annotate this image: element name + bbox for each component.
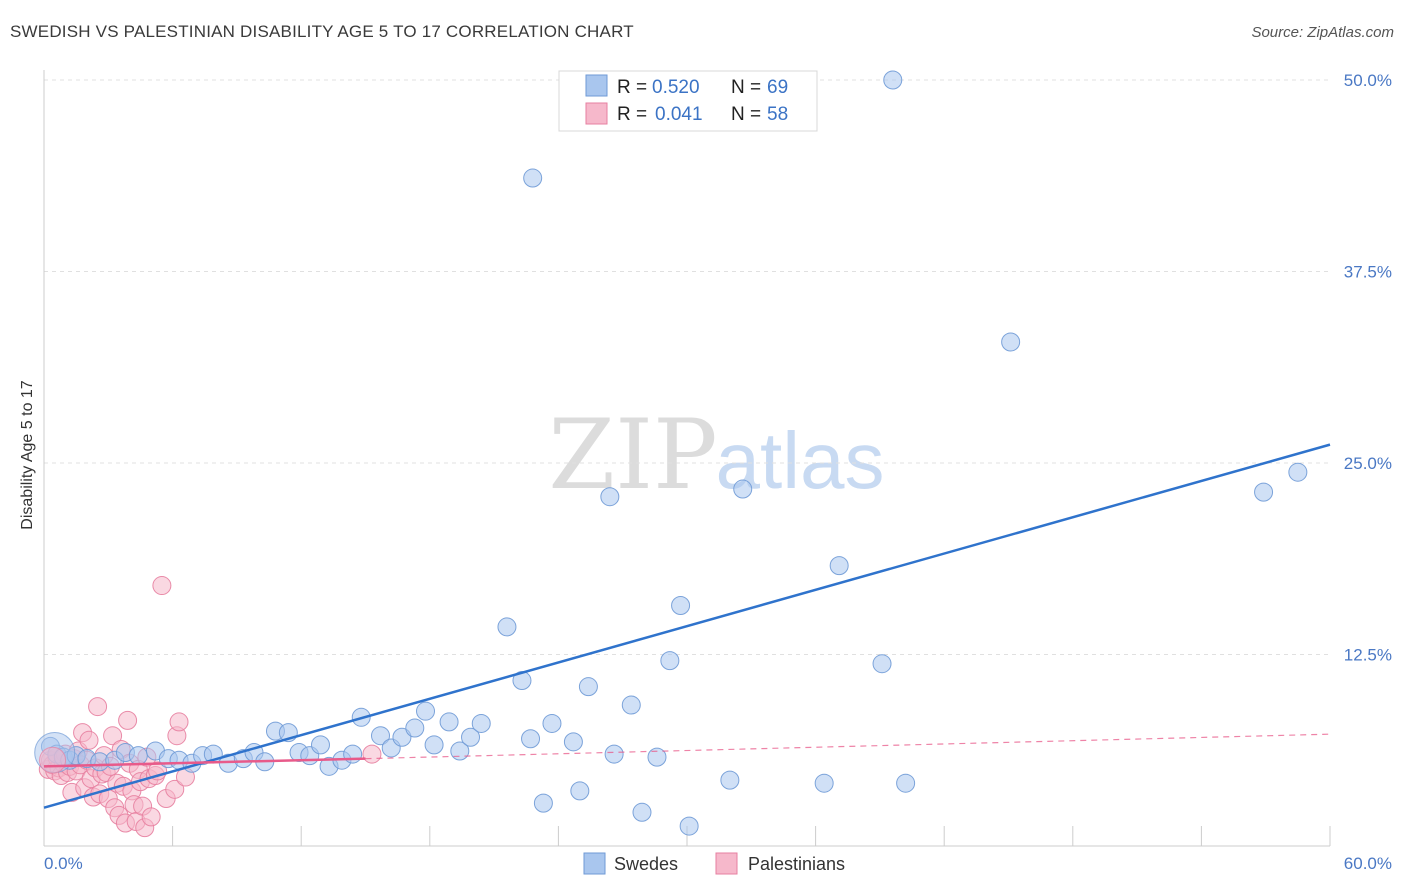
point-swedes-64 xyxy=(1001,332,1021,352)
point-palestinians-19 xyxy=(79,730,99,750)
legend-n-value-palestinians: 58 xyxy=(767,104,788,125)
point-swedes-66 xyxy=(1288,462,1308,482)
trend-line-palestinians-extension xyxy=(365,733,1331,760)
point-palestinians-37 xyxy=(118,710,138,730)
legend-n-label-palestinians: N = xyxy=(731,104,761,125)
point-swedes-65 xyxy=(1254,482,1274,502)
y-tick-label-0: 12.5% xyxy=(1344,646,1392,665)
x-tick-label-min: 0.0% xyxy=(44,854,83,873)
y-tick-label-3: 50.0% xyxy=(1344,71,1392,90)
point-swedes-49 xyxy=(604,744,624,764)
legend-r-label-swedes: R = xyxy=(617,77,647,98)
trend-line-swedes xyxy=(43,443,1331,809)
point-swedes-59 xyxy=(814,773,834,793)
y-tick-label-1: 25.0% xyxy=(1344,454,1392,473)
legend-n-value-swedes: 69 xyxy=(767,77,788,98)
legend-n-label-swedes: N = xyxy=(731,77,761,98)
y-tick-labels: 12.5% 25.0% 37.5% 50.0% xyxy=(1344,71,1392,665)
point-palestinians-cluster xyxy=(39,746,67,774)
point-palestinians-53 xyxy=(165,779,185,799)
chart-source: Source: ZipAtlas.com xyxy=(1251,24,1394,41)
point-swedes-38 xyxy=(471,713,491,733)
legend-swatch-palestinians xyxy=(585,102,608,125)
point-swedes-55 xyxy=(679,816,699,836)
series-legend-label-palestinians: Palestinians xyxy=(748,854,845,874)
point-swedes-34 xyxy=(424,735,444,755)
point-swedes-9 xyxy=(128,746,148,766)
point-swedes-52 xyxy=(647,747,667,767)
point-palestinians-51 xyxy=(152,576,172,596)
point-swedes-62 xyxy=(883,70,903,90)
legend-r-value-swedes: 0.520 xyxy=(652,77,700,98)
points-palestinians xyxy=(38,576,382,838)
point-swedes-46 xyxy=(570,781,590,801)
point-swedes-33 xyxy=(416,701,436,721)
point-palestinians-30 xyxy=(103,726,123,746)
series-legend-label-swedes: Swedes xyxy=(614,854,678,874)
trend-lines xyxy=(43,443,1331,809)
point-swedes-39 xyxy=(497,617,517,637)
chart-title: SWEDISH VS PALESTINIAN DISABILITY AGE 5 … xyxy=(10,22,634,41)
legend-swatch-swedes xyxy=(585,74,608,97)
point-swedes-36 xyxy=(450,741,470,761)
x-tick-label-max: 60.0% xyxy=(1344,854,1392,873)
point-swedes-44 xyxy=(542,713,562,733)
point-swedes-50 xyxy=(621,695,641,715)
point-swedes-43 xyxy=(533,793,553,813)
point-swedes-51 xyxy=(632,802,652,822)
point-palestinians-55 xyxy=(169,712,189,732)
point-swedes-56 xyxy=(720,770,740,790)
stats-legend: R = 0.520 N = 69 R = 0.041 N = 58 xyxy=(558,70,818,132)
y-tick-label-2: 37.5% xyxy=(1344,263,1392,282)
legend-r-label-palestinians: R = xyxy=(617,104,647,125)
point-swedes-60 xyxy=(829,556,849,576)
point-swedes-54 xyxy=(671,595,691,615)
point-swedes-63 xyxy=(896,773,916,793)
point-swedes-31 xyxy=(392,727,412,747)
point-swedes-45 xyxy=(563,732,583,752)
point-swedes-29 xyxy=(371,726,391,746)
series-legend-swatch-palestinians xyxy=(715,852,738,875)
trend-line-palestinians xyxy=(43,757,366,768)
point-swedes-37 xyxy=(461,727,481,747)
point-palestinians-48 xyxy=(141,807,161,827)
data-points xyxy=(34,70,1308,838)
legend-r-value-palestinians: 0.041 xyxy=(655,104,703,125)
series-legend: Swedes Palestinians xyxy=(583,852,845,875)
x-tick-labels: 0.0% 60.0% xyxy=(44,854,1392,873)
point-swedes-53 xyxy=(660,651,680,671)
watermark-zip: ZIP xyxy=(548,399,717,511)
grid-lines xyxy=(44,79,1330,655)
point-swedes-61 xyxy=(872,654,892,674)
point-palestinians-23 xyxy=(88,697,108,717)
point-swedes-41 xyxy=(521,729,541,749)
point-swedes-57 xyxy=(733,479,753,499)
point-swedes-24 xyxy=(310,735,330,755)
point-swedes-35 xyxy=(439,712,459,732)
point-swedes-42 xyxy=(523,168,543,188)
point-swedes-32 xyxy=(405,718,425,738)
axes xyxy=(43,70,1331,847)
point-swedes-47 xyxy=(578,677,598,697)
point-swedes-48 xyxy=(600,487,620,507)
point-palestinians-57 xyxy=(362,744,382,764)
series-legend-swatch-swedes xyxy=(583,852,606,875)
